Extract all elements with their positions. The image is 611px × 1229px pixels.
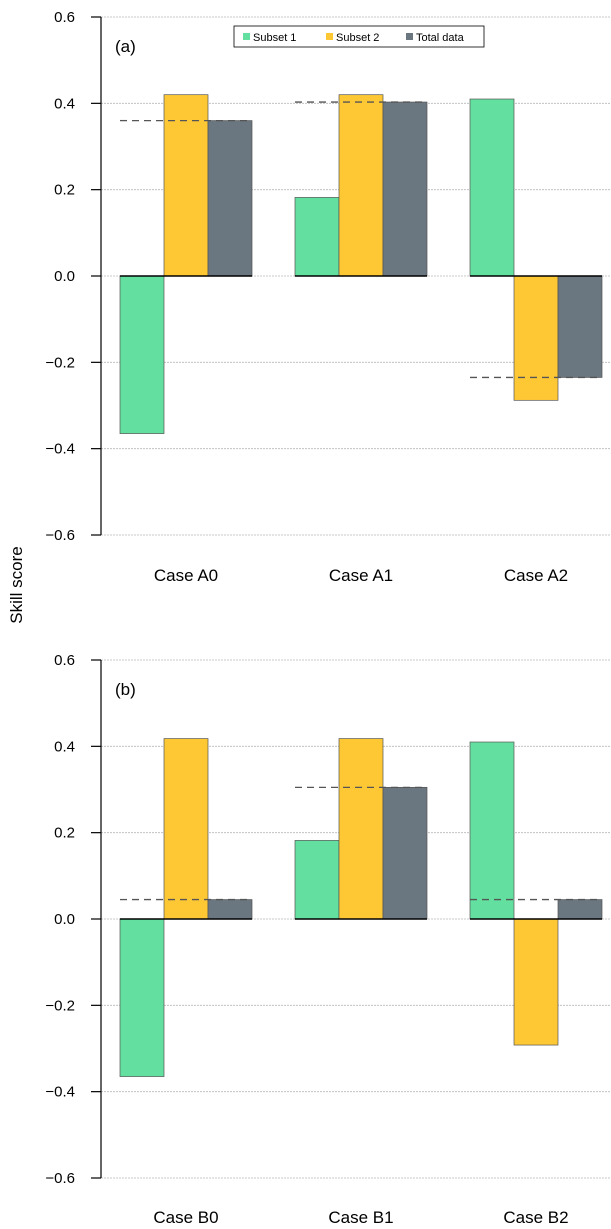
bar: [557, 899, 603, 920]
panel-label: (b): [115, 680, 136, 699]
bar: [163, 94, 209, 277]
y-tick-label: 0.2: [54, 825, 75, 842]
legend-label: Total data: [416, 32, 465, 44]
bar: [207, 120, 253, 277]
y-tick-label: −0.4: [45, 1084, 75, 1101]
y-tick-label: −0.2: [45, 997, 75, 1014]
bar: [469, 98, 515, 277]
bar: [513, 918, 559, 1046]
category-label: Case A2: [504, 566, 568, 585]
bar: [513, 275, 559, 401]
legend-swatch: [243, 33, 250, 40]
y-tick-label: 0.2: [54, 182, 75, 199]
bar: [338, 738, 384, 920]
y-tick-label: 0.6: [54, 9, 75, 26]
bar: [119, 275, 165, 434]
bar: [163, 738, 209, 920]
panel-label: (a): [115, 37, 136, 56]
category-label: Case A0: [154, 566, 218, 585]
y-tick-label: −0.6: [45, 1170, 75, 1187]
bar: [382, 786, 428, 920]
y-tick-label: 0.4: [54, 95, 75, 112]
bar: [294, 840, 340, 920]
bar: [338, 94, 384, 277]
legend-swatch: [326, 33, 333, 40]
category-label: Case B2: [503, 1208, 568, 1227]
bar: [294, 197, 340, 277]
bar: [119, 918, 165, 1077]
category-label: Case A1: [329, 566, 393, 585]
y-tick-label: 0.0: [54, 911, 75, 928]
y-tick-label: 0.4: [54, 738, 75, 755]
bar: [207, 899, 253, 920]
legend-label: Subset 2: [336, 32, 379, 44]
y-tick-label: 0.6: [54, 652, 75, 669]
y-tick-label: 0.0: [54, 268, 75, 285]
y-tick-label: −0.4: [45, 441, 75, 458]
legend-box: [233, 25, 485, 48]
bar: [557, 275, 603, 378]
y-axis-title: Skill score: [7, 546, 26, 623]
bar: [382, 101, 428, 277]
legend-swatch: [406, 33, 413, 40]
category-label: Case B0: [153, 1208, 218, 1227]
category-label: Case B1: [328, 1208, 393, 1227]
y-tick-label: −0.2: [45, 354, 75, 371]
legend-label: Subset 1: [253, 32, 296, 44]
bar: [469, 741, 515, 920]
y-tick-label: −0.6: [45, 527, 75, 544]
